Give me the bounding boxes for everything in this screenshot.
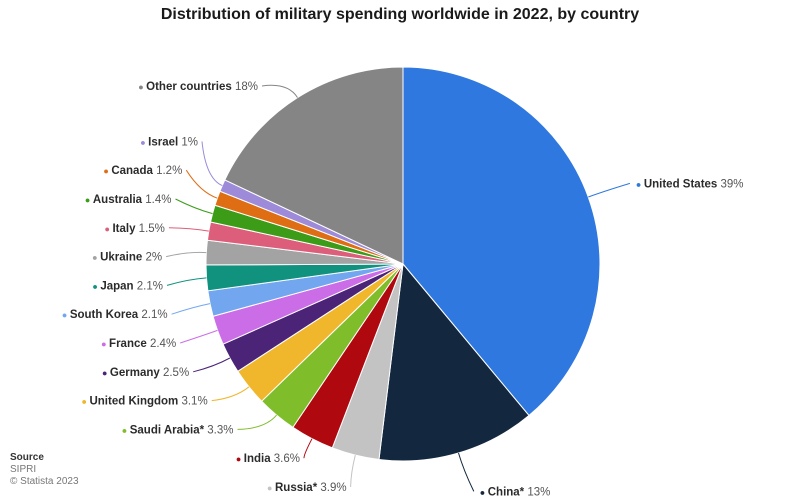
leader-line-canada [185, 169, 218, 199]
label-name-south-korea: South Korea [70, 309, 142, 321]
data-label-other-countries: ● Other countries 18% [138, 81, 258, 93]
label-value-italy: 1.5% [139, 223, 165, 235]
label-name-france: France [109, 338, 150, 350]
pie-leader-lines [165, 84, 631, 492]
label-bullet-other-countries: ● [138, 82, 146, 92]
label-name-russia: Russia* [275, 482, 320, 494]
label-value-india: 3.6% [274, 453, 300, 465]
source-heading: Source [10, 452, 44, 463]
leader-line-saudi-arabia [237, 414, 277, 430]
leader-line-germany [193, 357, 231, 373]
label-bullet-japan: ● [92, 281, 100, 291]
data-label-south-korea: ● South Korea 2.1% [62, 309, 168, 321]
data-label-australia: ● Australia 1.4% [85, 194, 172, 206]
leader-line-italy [168, 227, 209, 232]
leader-line-japan [166, 277, 207, 286]
label-name-japan: Japan [100, 280, 136, 292]
data-label-ukraine: ● Ukraine 2% [92, 252, 162, 264]
source-name: SIPRI [10, 464, 37, 475]
label-bullet-israel: ● [140, 137, 148, 147]
data-label-italy: ● Italy 1.5% [105, 223, 165, 235]
label-value-ukraine: 2% [145, 252, 162, 264]
label-value-united-states: 39% [721, 178, 744, 190]
label-bullet-canada: ● [103, 166, 111, 176]
data-label-united-kingdom: ● United Kingdom 3.1% [82, 396, 208, 408]
label-value-france: 2.4% [150, 338, 176, 350]
data-label-saudi-arabia: ● Saudi Arabia* 3.3% [122, 424, 234, 436]
data-label-israel: ● Israel 1% [140, 136, 198, 148]
label-name-other-countries: Other countries [146, 81, 235, 93]
label-bullet-italy: ● [105, 224, 113, 234]
copyright-notice: © Statista 2023 [10, 476, 79, 487]
data-label-united-states: ● United States 39% [636, 178, 744, 190]
data-label-china: ● China* 13% [480, 486, 551, 498]
label-value-china: 13% [527, 486, 550, 498]
label-name-united-states: United States [644, 178, 721, 190]
data-label-germany: ● Germany 2.5% [102, 367, 189, 379]
label-bullet-ukraine: ● [92, 253, 100, 263]
label-value-australia: 1.4% [145, 194, 171, 206]
pie-slice-united-states [402, 66, 601, 417]
leader-line-other-countries [261, 84, 298, 98]
label-value-japan: 2.1% [137, 280, 163, 292]
label-bullet-united-states: ● [636, 179, 644, 189]
label-name-israel: Israel [148, 136, 181, 148]
label-bullet-russia: ● [267, 483, 275, 493]
label-bullet-china: ● [480, 487, 488, 497]
label-name-germany: Germany [110, 367, 163, 379]
label-name-ukraine: Ukraine [100, 252, 145, 264]
source-block: Source SIPRI © Statista 2023 [10, 452, 79, 488]
leader-line-ukraine [165, 251, 207, 258]
label-value-germany: 2.5% [163, 367, 189, 379]
leader-line-south-korea [171, 303, 211, 315]
label-bullet-india: ● [236, 454, 244, 464]
label-name-canada: Canada [111, 165, 156, 177]
label-bullet-australia: ● [85, 195, 93, 205]
pie-labels: ● United States 39%● China* 13%● Russia*… [62, 81, 744, 498]
label-value-united-kingdom: 3.1% [181, 396, 207, 408]
data-label-india: ● India 3.6% [236, 453, 300, 465]
label-name-saudi-arabia: Saudi Arabia* [130, 424, 208, 436]
leader-line-australia [175, 198, 213, 215]
pie-slices [205, 66, 601, 462]
leader-line-united-kingdom [211, 386, 250, 402]
label-bullet-germany: ● [102, 368, 110, 378]
data-label-canada: ● Canada 1.2% [103, 165, 182, 177]
label-value-other-countries: 18% [235, 81, 258, 93]
label-name-australia: Australia [93, 194, 145, 206]
leader-line-india [303, 438, 313, 459]
label-bullet-france: ● [101, 339, 109, 349]
data-label-france: ● France 2.4% [101, 338, 176, 350]
label-value-canada: 1.2% [156, 165, 182, 177]
label-bullet-south-korea: ● [62, 310, 70, 320]
label-value-saudi-arabia: 3.3% [207, 424, 233, 436]
leader-line-russia [350, 454, 356, 488]
label-name-china: China* [488, 486, 528, 498]
leader-line-israel [201, 141, 223, 187]
label-name-united-kingdom: United Kingdom [89, 396, 181, 408]
pie-slice-other-countries [224, 66, 404, 265]
label-bullet-united-kingdom: ● [82, 397, 90, 407]
leader-line-france [180, 329, 218, 344]
label-bullet-saudi-arabia: ● [122, 425, 130, 435]
chart-title: Distribution of military spending worldw… [160, 6, 640, 23]
label-name-india: India [244, 453, 274, 465]
label-value-south-korea: 2.1% [141, 309, 167, 321]
leader-line-china [458, 452, 475, 492]
leader-line-united-states [588, 182, 631, 198]
data-label-russia: ● Russia* 3.9% [267, 482, 347, 494]
label-name-italy: Italy [112, 223, 138, 235]
label-value-russia: 3.9% [320, 482, 346, 494]
data-label-japan: ● Japan 2.1% [92, 280, 163, 292]
label-value-israel: 1% [181, 136, 198, 148]
